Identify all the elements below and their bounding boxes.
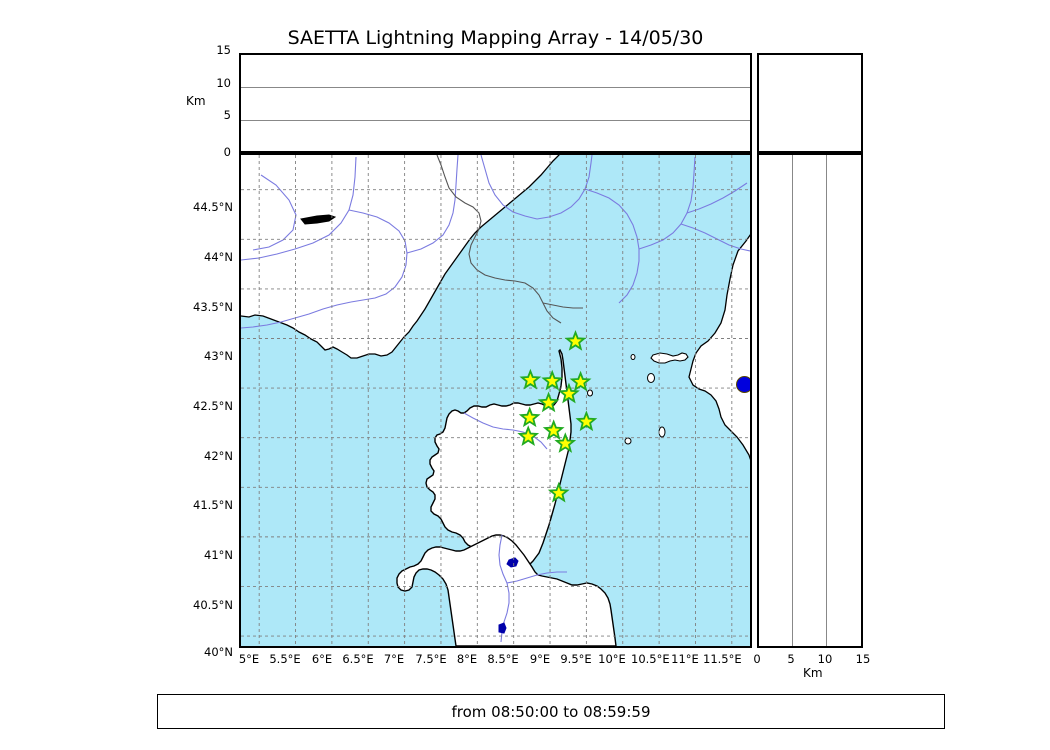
map-xtick-6_5: 6.5°E — [342, 652, 374, 666]
station-marker-star[interactable] — [569, 370, 592, 392]
top-ytick-5: 5 — [223, 108, 231, 122]
station-marker-star[interactable] — [519, 368, 542, 390]
station-marker-star[interactable] — [564, 330, 587, 351]
station-marker-star[interactable] — [547, 481, 570, 503]
status-bar-text: from 08:50:00 to 08:59:59 — [451, 702, 651, 721]
station-marker-layer — [517, 330, 598, 503]
station-marker-star[interactable] — [541, 369, 564, 391]
map-ytick-44_5: 44.5°N — [193, 200, 233, 214]
capraia-island — [647, 373, 655, 383]
france-coast-land — [241, 155, 560, 359]
lake-b — [498, 622, 507, 634]
map-xtick-6: 6°E — [311, 652, 333, 666]
montecristo-island — [658, 426, 666, 438]
top-right-corner-panel[interactable] — [757, 53, 863, 153]
top-ytick-10: 10 — [216, 76, 231, 90]
top-panel-gridline-10 — [241, 87, 750, 89]
top-height-panel[interactable] — [239, 53, 752, 153]
lake-a — [506, 557, 519, 568]
right-panel-gridline-5 — [792, 155, 794, 646]
map-canvas — [241, 155, 750, 646]
right-xtick-10: 10 — [817, 652, 833, 666]
mainland-europe — [688, 155, 750, 461]
right-panel-gridline-10 — [826, 155, 828, 646]
sardinia-land — [396, 534, 617, 646]
map-xtick-8: 8°E — [456, 652, 478, 666]
right-xtick-5: 5 — [787, 652, 795, 666]
station-marker-star[interactable] — [537, 391, 560, 413]
corsica-land — [425, 348, 572, 570]
page-title: SAETTA Lightning Mapping Array - 14/05/3… — [287, 27, 704, 49]
map-ytick-43_5: 43.5°N — [193, 300, 233, 314]
map-ytick-41: 41°N — [204, 548, 233, 562]
lake-c — [300, 214, 337, 225]
map-ytick-40_5: 40.5°N — [193, 598, 233, 612]
map-panel[interactable] — [239, 153, 752, 648]
map-xtick-7: 7°E — [383, 652, 405, 666]
map-xtick-10_5: 10.5°E — [631, 652, 670, 666]
map-xtick-11: 11°E — [671, 652, 699, 666]
political-borders — [436, 155, 583, 324]
map-xtick-7_5: 7.5°E — [415, 652, 447, 666]
map-xtick-5_5: 5.5°E — [269, 652, 301, 666]
map-ytick-42_5: 42.5°N — [193, 399, 233, 413]
map-ytick-44: 44°N — [204, 250, 233, 264]
top-panel-y-axis-label: Km — [186, 94, 206, 108]
map-ytick-43: 43°N — [204, 349, 233, 363]
map-xtick-10: 10°E — [598, 652, 626, 666]
pianosa-island — [624, 437, 632, 445]
station-marker-star[interactable] — [518, 406, 541, 428]
status-bar[interactable]: from 08:50:00 to 08:59:59 — [157, 694, 945, 729]
right-xtick-0: 0 — [753, 652, 761, 666]
map-xtick-5: 5°E — [238, 652, 260, 666]
map-xtick-11_5: 11.5°E — [703, 652, 742, 666]
selected-source-marker[interactable] — [736, 375, 750, 393]
small-island-b — [587, 389, 593, 397]
elba-island — [650, 352, 689, 364]
right-height-panel[interactable] — [757, 153, 863, 648]
map-xtick-9: 9°E — [529, 652, 551, 666]
small-island-a — [630, 354, 636, 360]
map-ytick-41_5: 41.5°N — [193, 498, 233, 512]
top-ytick-15: 15 — [216, 43, 231, 57]
station-marker-star[interactable] — [575, 410, 598, 432]
top-panel-gridline-5 — [241, 119, 750, 121]
map-xtick-8_5: 8.5°E — [487, 652, 519, 666]
map-xtick-9_5: 9.5°E — [560, 652, 592, 666]
map-ytick-42: 42°N — [204, 449, 233, 463]
map-gridlines — [241, 155, 750, 646]
right-panel-x-axis-label: Km — [803, 666, 823, 680]
station-marker-star[interactable] — [554, 432, 577, 453]
station-marker-star[interactable] — [558, 382, 580, 404]
station-marker-star[interactable] — [542, 419, 565, 441]
right-xtick-15: 15 — [855, 652, 871, 666]
map-ytick-40: 40°N — [204, 645, 233, 659]
top-ytick-0: 0 — [223, 145, 231, 159]
station-marker-star[interactable] — [517, 425, 540, 446]
